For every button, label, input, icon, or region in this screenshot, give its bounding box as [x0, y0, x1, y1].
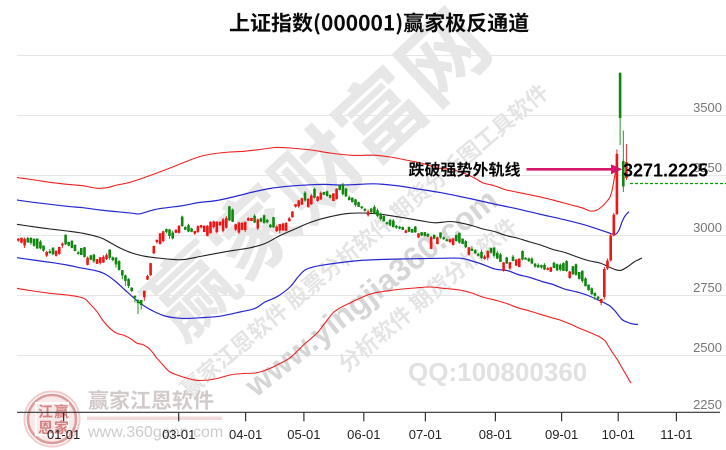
svg-text:2500: 2500 — [693, 340, 722, 355]
svg-text:3500: 3500 — [693, 100, 722, 115]
svg-text:3000: 3000 — [693, 220, 722, 235]
svg-text:3250: 3250 — [693, 160, 722, 175]
svg-text:11-01: 11-01 — [660, 427, 692, 442]
svg-text:09-01: 09-01 — [545, 427, 578, 442]
svg-text:07-01: 07-01 — [409, 427, 442, 442]
svg-text:2750: 2750 — [693, 280, 722, 295]
svg-text:www.360gann.com: www.360gann.com — [87, 424, 223, 441]
svg-text:03-01: 03-01 — [162, 427, 195, 442]
svg-text:05-01: 05-01 — [287, 427, 320, 442]
svg-text:QQ:100800360: QQ:100800360 — [408, 357, 587, 387]
svg-text:06-01: 06-01 — [347, 427, 380, 442]
svg-text:10-01: 10-01 — [602, 427, 635, 442]
svg-text:2250: 2250 — [693, 397, 722, 412]
svg-text:04-01: 04-01 — [229, 427, 262, 442]
svg-text:3271.2225: 3271.2225 — [623, 161, 708, 181]
svg-text:08-01: 08-01 — [479, 427, 512, 442]
svg-text:01-01: 01-01 — [47, 427, 80, 442]
